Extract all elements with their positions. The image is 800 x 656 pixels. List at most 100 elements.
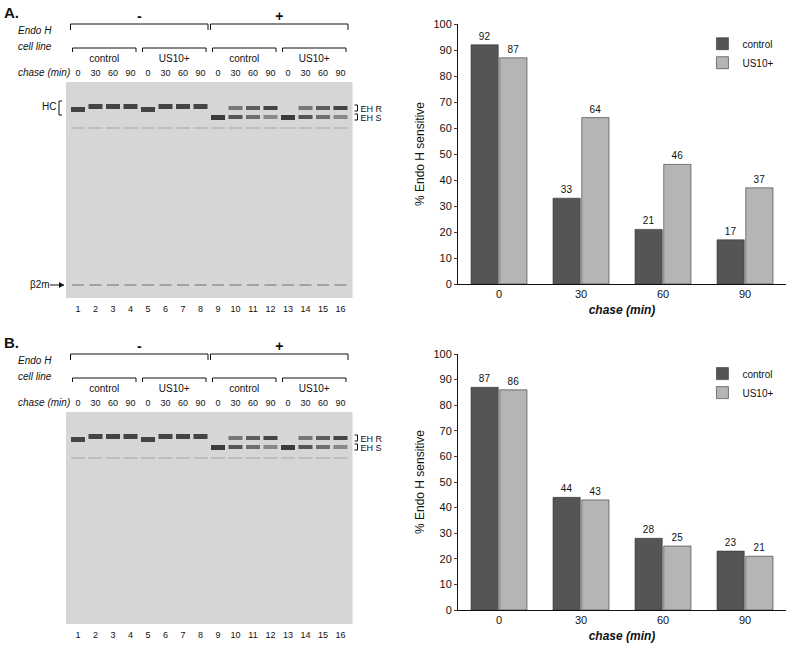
svg-text:60: 60 — [657, 614, 669, 626]
svg-text:60: 60 — [440, 122, 452, 134]
svg-text:5: 5 — [145, 630, 150, 640]
svg-text:60: 60 — [440, 450, 452, 462]
svg-text:0: 0 — [75, 68, 80, 78]
svg-text:60: 60 — [318, 68, 328, 78]
svg-text:100: 100 — [433, 348, 451, 360]
svg-text:43: 43 — [590, 486, 602, 497]
svg-text:90: 90 — [440, 44, 452, 56]
svg-text:30: 30 — [160, 68, 170, 78]
svg-text:90: 90 — [335, 398, 345, 408]
svg-text:30: 30 — [160, 398, 170, 408]
svg-text:40: 40 — [440, 501, 452, 513]
svg-text:US10+: US10+ — [299, 383, 330, 394]
svg-text:90: 90 — [265, 68, 275, 78]
svg-text:+: + — [275, 338, 283, 354]
svg-text:14: 14 — [300, 304, 310, 314]
svg-text:control: control — [229, 53, 259, 64]
svg-text:US10+: US10+ — [159, 53, 190, 64]
svg-text:+: + — [275, 8, 283, 24]
svg-text:90: 90 — [739, 614, 751, 626]
svg-text:11: 11 — [248, 304, 257, 314]
svg-text:0: 0 — [215, 398, 220, 408]
svg-text:0: 0 — [496, 288, 502, 300]
svg-text:70: 70 — [440, 96, 452, 108]
svg-text:US10+: US10+ — [299, 53, 330, 64]
svg-text:60: 60 — [248, 398, 258, 408]
svg-text:90: 90 — [440, 373, 452, 385]
svg-text:16: 16 — [335, 630, 345, 640]
svg-text:60: 60 — [178, 398, 188, 408]
svg-text:90: 90 — [335, 68, 345, 78]
svg-text:30: 30 — [230, 398, 240, 408]
svg-text:chase (min): chase (min) — [18, 397, 70, 408]
svg-text:8: 8 — [198, 304, 203, 314]
svg-text:92: 92 — [479, 31, 491, 42]
svg-text:0: 0 — [446, 278, 452, 290]
svg-text:12: 12 — [265, 304, 275, 314]
svg-text:100: 100 — [433, 18, 451, 30]
svg-text:% Endo H sensitive: % Endo H sensitive — [413, 430, 427, 534]
svg-text:87: 87 — [508, 44, 520, 55]
svg-text:20: 20 — [440, 553, 452, 565]
svg-text:10: 10 — [230, 304, 240, 314]
svg-text:13: 13 — [283, 630, 293, 640]
svg-text:87: 87 — [479, 373, 491, 384]
svg-text:90: 90 — [265, 398, 275, 408]
svg-text:80: 80 — [440, 70, 452, 82]
svg-text:90: 90 — [195, 68, 205, 78]
svg-text:60: 60 — [108, 398, 118, 408]
svg-text:4: 4 — [128, 630, 133, 640]
svg-text:10: 10 — [440, 252, 452, 264]
svg-text:5: 5 — [145, 304, 150, 314]
svg-text:9: 9 — [215, 630, 220, 640]
svg-text:14: 14 — [300, 630, 310, 640]
svg-text:90: 90 — [195, 398, 205, 408]
svg-text:cell line: cell line — [18, 371, 52, 382]
svg-text:15: 15 — [318, 304, 328, 314]
svg-text:60: 60 — [248, 68, 258, 78]
svg-text:A.: A. — [4, 4, 19, 21]
svg-text:US10+: US10+ — [742, 388, 773, 399]
svg-text:11: 11 — [248, 630, 257, 640]
svg-text:2: 2 — [93, 304, 98, 314]
svg-text:0: 0 — [285, 68, 290, 78]
svg-text:0: 0 — [496, 614, 502, 626]
svg-text:28: 28 — [643, 524, 655, 535]
svg-text:0: 0 — [145, 398, 150, 408]
svg-text:US10+: US10+ — [742, 58, 773, 69]
svg-text:30: 30 — [90, 398, 100, 408]
svg-text:90: 90 — [739, 288, 751, 300]
svg-text:25: 25 — [672, 532, 684, 543]
svg-text:13: 13 — [283, 304, 293, 314]
svg-text:control: control — [229, 383, 259, 394]
svg-text:46: 46 — [672, 150, 684, 161]
svg-text:0: 0 — [285, 398, 290, 408]
svg-text:7: 7 — [180, 630, 185, 640]
svg-text:60: 60 — [657, 288, 669, 300]
svg-text:B.: B. — [4, 334, 19, 351]
svg-text:20: 20 — [440, 226, 452, 238]
svg-text:1: 1 — [75, 630, 80, 640]
svg-text:4: 4 — [128, 304, 133, 314]
svg-text:% Endo H sensitive: % Endo H sensitive — [413, 102, 427, 206]
svg-text:86: 86 — [508, 376, 520, 387]
svg-text:12: 12 — [265, 630, 275, 640]
svg-text:90: 90 — [125, 398, 135, 408]
svg-text:60: 60 — [318, 398, 328, 408]
svg-text:30: 30 — [300, 68, 310, 78]
svg-text:90: 90 — [125, 68, 135, 78]
svg-text:30: 30 — [575, 288, 587, 300]
svg-text:control: control — [89, 53, 119, 64]
svg-text:HC: HC — [42, 101, 56, 112]
svg-text:8: 8 — [198, 630, 203, 640]
svg-text:EH S: EH S — [361, 113, 382, 123]
svg-text:US10+: US10+ — [159, 383, 190, 394]
svg-text:2: 2 — [93, 630, 98, 640]
svg-text:21: 21 — [754, 542, 766, 553]
svg-text:50: 50 — [440, 148, 452, 160]
svg-text:23: 23 — [725, 537, 737, 548]
svg-text:7: 7 — [180, 304, 185, 314]
svg-text:15: 15 — [318, 630, 328, 640]
svg-text:17: 17 — [725, 226, 737, 237]
svg-text:21: 21 — [643, 215, 655, 226]
